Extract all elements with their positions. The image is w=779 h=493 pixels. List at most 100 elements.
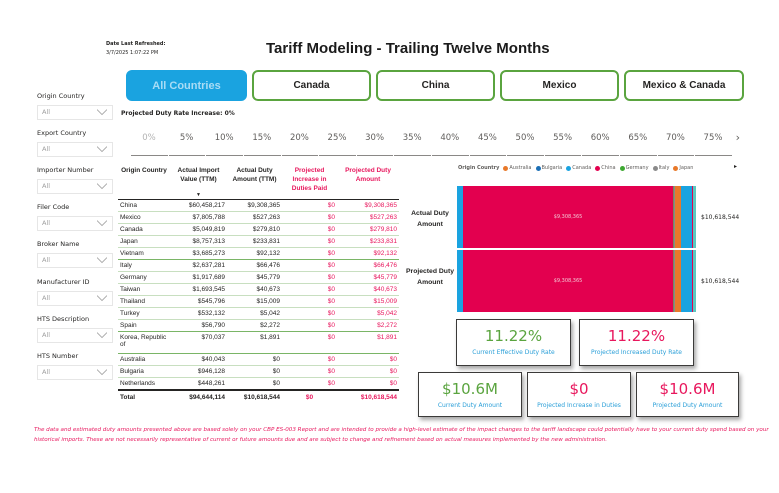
filter-filer-code: Filer Code All [37,201,113,231]
legend-item[interactable]: Bulgaria [535,165,562,171]
table-row[interactable]: Vietnam $3,685,273 $92,132 $0 $92,132 [118,247,399,260]
table-row[interactable]: Turkey $532,132 $5,042 $0 $5,042 [118,307,399,320]
rate-option[interactable]: 0% [142,133,156,143]
rate-option[interactable]: 10% [214,133,234,143]
rate-option-underline [582,155,619,156]
cell-projected-increase: $0 [282,307,337,320]
tab-china[interactable]: China [376,70,495,101]
rate-option[interactable]: 35% [402,133,422,143]
rate-option[interactable]: 20% [289,133,309,143]
table-row[interactable]: Spain $56,790 $2,272 $0 $2,272 [118,319,399,332]
rate-option[interactable]: 30% [365,133,385,143]
legend-item[interactable]: Japan [673,165,693,171]
cell-import-value: $1,917,689 [170,271,227,284]
col-header-projected-increase[interactable]: Projected Increase in Duties Paid [291,167,328,192]
table-row[interactable]: Thailand $545,796 $15,009 $0 $15,009 [118,295,399,308]
importer-number-select[interactable]: All [37,179,113,194]
legend-item[interactable]: Italy [652,165,669,171]
table-row[interactable]: Germany $1,917,689 $45,779 $0 $45,779 [118,271,399,284]
export-country-select[interactable]: All [37,142,113,157]
cell-projected-increase: $0 [282,223,337,236]
filter-broker-name: Broker Name All [37,238,113,268]
bar-segment-china[interactable]: $9,308,365 [463,250,673,312]
manufacturer-id-select[interactable]: All [37,291,113,306]
bar-segment-canada[interactable] [457,250,464,312]
rate-option[interactable]: 55% [553,133,573,143]
rate-option[interactable]: 40% [440,133,460,143]
legend-next-icon[interactable]: ▸ [734,163,738,170]
rate-option[interactable]: 45% [477,133,497,143]
rate-option[interactable]: 5% [179,133,194,143]
rate-option[interactable]: 65% [628,133,648,143]
segment-data-label: $9,308,365 [553,214,583,220]
hts-number-select[interactable]: All [37,365,113,380]
bar-segment-other[interactable] [692,250,694,312]
rate-option[interactable]: 70% [665,133,685,143]
duty-stacked-bar-chart: Actual Duty Amount Projected Duty Amount… [405,186,755,312]
col-header-country[interactable]: Origin Country [121,167,167,174]
table-row[interactable]: Korea, Republic of $70,037 $1,891 $0 $1,891 [118,331,399,354]
filter-label: Manufacturer ID [37,278,90,286]
cell-duty-amount: $0 [227,377,282,390]
legend-dot-icon [619,165,625,171]
table-row[interactable]: Japan $8,757,313 $233,831 $0 $233,831 [118,235,399,248]
kpi-value: $10.6M [442,380,498,398]
bar-segment-germany[interactable] [672,186,674,248]
table-row[interactable]: China $60,458,217 $9,308,365 $0 $9,308,365 [118,199,399,212]
legend-item[interactable]: Germany [619,165,649,171]
cell-country: Turkey [118,307,170,320]
table-row[interactable]: Bulgaria $946,128 $0 $0 $0 [118,365,399,378]
bar-segment-other[interactable] [692,186,694,248]
legend-item[interactable]: Australia [503,165,532,171]
broker-name-select[interactable]: All [37,253,113,268]
rate-option[interactable]: 25% [327,133,347,143]
origin-country-select[interactable]: All [37,105,113,120]
filer-code-select[interactable]: All [37,216,113,231]
bar-segment-mexico[interactable] [680,250,693,312]
rate-option[interactable]: 50% [515,133,535,143]
tab-canada[interactable]: Canada [252,70,371,101]
bar-segment-italy[interactable] [673,186,676,248]
cell-import-value: $60,458,217 [170,199,227,212]
bar-segment-italy[interactable] [673,250,676,312]
cell-country: Thailand [118,295,170,308]
table-row[interactable]: Canada $5,049,819 $279,810 $0 $279,810 [118,223,399,236]
rate-option-underline [356,155,394,156]
legend-dot-icon [652,165,658,171]
tab-mexico[interactable]: Mexico [500,70,619,101]
rate-option[interactable]: 60% [590,133,610,143]
table-row[interactable]: Mexico $7,805,788 $527,263 $0 $527,263 [118,211,399,224]
rate-option[interactable]: 15% [252,133,272,143]
rate-option-underline [620,155,657,156]
filter-manufacturer-id: Manufacturer ID All [37,276,113,306]
table-row[interactable]: Netherlands $448,261 $0 $0 $0 [118,377,399,390]
bar-segment-vietnam[interactable] [693,250,696,312]
cell-projected-increase: $0 [282,235,337,248]
col-header-projected-duty[interactable]: Projected Duty Amount [345,167,391,183]
country-duty-table: Origin Country Actual Import Value (TTM)… [118,164,399,404]
table-row[interactable]: Italy $2,637,281 $66,476 $0 $66,476 [118,259,399,272]
bar-segment-japan[interactable] [675,250,681,312]
bar-segment-germany[interactable] [672,250,674,312]
hts-description-select[interactable]: All [37,328,113,343]
select-value: All [42,331,51,339]
chevron-right-icon[interactable]: › [735,131,740,144]
legend-item[interactable]: China [595,165,616,171]
tab-mexico-canada[interactable]: Mexico & Canada [624,70,744,101]
col-header-duty-amount[interactable]: Actual Duty Amount (TTM) [232,167,277,183]
bar-segment-china[interactable]: $9,308,365 [463,186,673,248]
legend-label: Germany [625,165,649,171]
col-header-import-value[interactable]: Actual Import Value (TTM) ▼ [170,164,227,200]
table-row[interactable]: Taiwan $1,693,545 $40,673 $0 $40,673 [118,283,399,296]
rate-option[interactable]: 75% [703,133,723,143]
bar-segment-vietnam[interactable] [693,186,696,248]
cell-duty-amount: $66,476 [227,259,282,272]
legend-item[interactable]: Canada [566,165,591,171]
cell-projected-increase: $0 [282,259,337,272]
tab-all-countries[interactable]: All Countries [126,70,247,101]
bar-segment-canada[interactable] [457,186,464,248]
bar-segment-mexico[interactable] [680,186,693,248]
cell-projected-increase: $0 [282,211,337,224]
bar-segment-japan[interactable] [675,186,681,248]
table-row[interactable]: Australia $40,043 $0 $0 $0 [118,353,399,366]
